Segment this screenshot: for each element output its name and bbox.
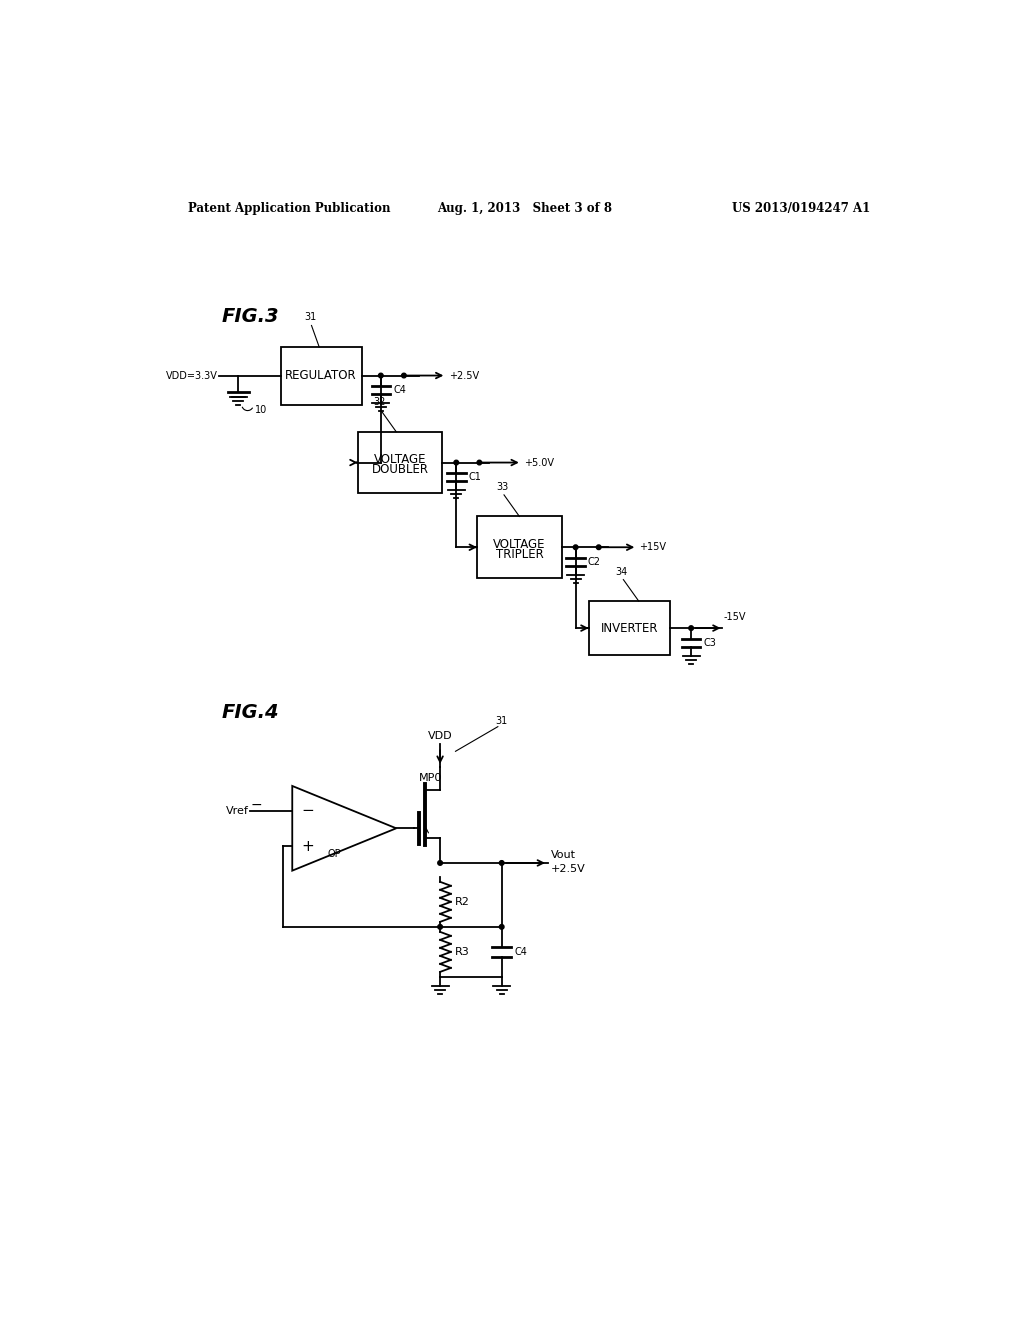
Text: +2.5V: +2.5V xyxy=(449,371,478,380)
Text: R2: R2 xyxy=(455,896,470,907)
Bar xyxy=(281,347,361,405)
Text: 34: 34 xyxy=(615,566,628,577)
Text: 10: 10 xyxy=(255,405,267,416)
Text: 31: 31 xyxy=(304,313,316,322)
Text: FIG.4: FIG.4 xyxy=(221,704,280,722)
Bar xyxy=(589,601,670,655)
Text: VDD=3.3V: VDD=3.3V xyxy=(166,371,217,380)
Circle shape xyxy=(438,861,442,866)
Bar xyxy=(477,516,562,578)
Text: R3: R3 xyxy=(455,946,469,957)
Circle shape xyxy=(379,374,383,378)
Text: C1: C1 xyxy=(469,473,481,482)
Text: C2: C2 xyxy=(588,557,601,566)
Text: Patent Application Publication: Patent Application Publication xyxy=(188,202,391,215)
Text: REGULATOR: REGULATOR xyxy=(286,370,357,383)
Text: −: − xyxy=(301,803,314,818)
Circle shape xyxy=(573,545,578,549)
Text: 33: 33 xyxy=(497,482,509,492)
Text: OP: OP xyxy=(328,849,341,859)
Circle shape xyxy=(500,924,504,929)
Circle shape xyxy=(500,861,504,866)
Text: FIG.3: FIG.3 xyxy=(221,306,280,326)
Text: VOLTAGE: VOLTAGE xyxy=(374,453,426,466)
Text: +: + xyxy=(301,838,314,854)
Text: C3: C3 xyxy=(703,638,717,648)
Text: 31: 31 xyxy=(496,715,508,726)
Text: +5.0V: +5.0V xyxy=(524,458,554,467)
Text: C4: C4 xyxy=(393,385,406,395)
Circle shape xyxy=(401,374,407,378)
Circle shape xyxy=(596,545,601,549)
Circle shape xyxy=(477,461,481,465)
Text: Vout: Vout xyxy=(551,850,575,861)
Text: INVERTER: INVERTER xyxy=(600,622,657,635)
Circle shape xyxy=(454,461,459,465)
Circle shape xyxy=(689,626,693,631)
Text: MP0: MP0 xyxy=(419,774,442,783)
Text: Aug. 1, 2013   Sheet 3 of 8: Aug. 1, 2013 Sheet 3 of 8 xyxy=(437,202,612,215)
Text: 32: 32 xyxy=(373,397,385,407)
Text: -15V: -15V xyxy=(724,611,745,622)
Text: TRIPLER: TRIPLER xyxy=(496,548,544,561)
Text: US 2013/0194247 A1: US 2013/0194247 A1 xyxy=(731,202,869,215)
Text: VOLTAGE: VOLTAGE xyxy=(494,537,546,550)
Text: C4: C4 xyxy=(514,946,527,957)
Circle shape xyxy=(438,924,442,929)
Text: +2.5V: +2.5V xyxy=(551,865,586,874)
Text: −: − xyxy=(250,797,262,812)
Bar xyxy=(357,432,442,494)
Text: VDD: VDD xyxy=(428,731,453,742)
Text: DOUBLER: DOUBLER xyxy=(372,463,429,477)
Text: Vref: Vref xyxy=(225,805,249,816)
Text: +15V: +15V xyxy=(640,543,667,552)
